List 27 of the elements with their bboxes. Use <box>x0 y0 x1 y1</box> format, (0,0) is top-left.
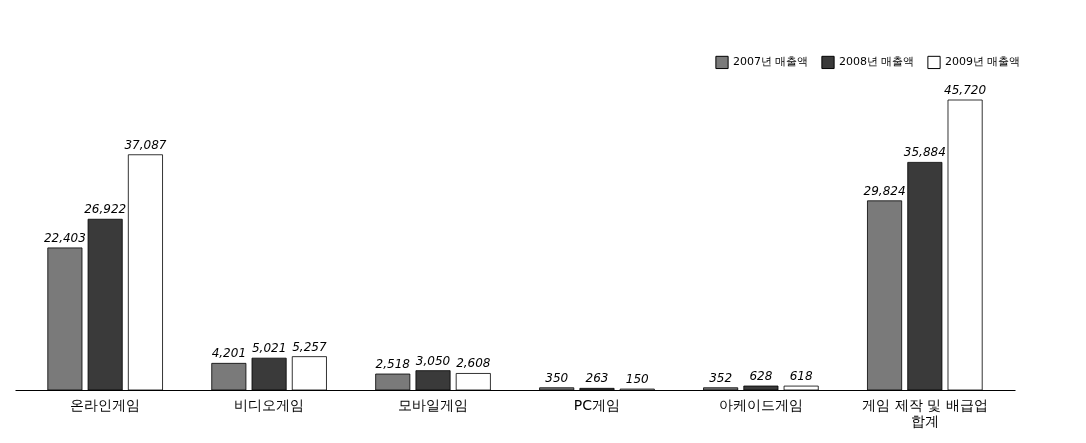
data-label: 29,824 <box>863 183 906 198</box>
legend-label: 2009년 매출액 <box>945 55 1021 69</box>
data-label: 3,050 <box>415 353 451 368</box>
data-label: 5,257 <box>292 339 327 354</box>
data-label: 37,087 <box>124 137 167 152</box>
data-label: 35,884 <box>903 145 946 160</box>
legend-label: 2008년 매출액 <box>839 55 915 69</box>
data-label: 2,518 <box>375 357 411 372</box>
data-label: 352 <box>709 370 733 385</box>
x-tick-label: 비디오게임 <box>234 396 305 413</box>
x-tick-label: 모바일게임 <box>398 396 469 413</box>
data-label: 4,201 <box>211 346 247 361</box>
data-label: 2,608 <box>456 356 491 371</box>
data-label: 150 <box>625 372 650 387</box>
data-label: 26,922 <box>84 202 127 217</box>
data-label: 263 <box>585 371 609 386</box>
data-label: 618 <box>789 369 813 384</box>
data-label: 22,403 <box>43 230 86 245</box>
x-tick-label: 게임 제작 및 배급업 합계 <box>862 396 988 429</box>
legend-label: 2007년 매출액 <box>733 55 809 69</box>
data-label: 628 <box>749 369 773 384</box>
data-label: 350 <box>545 370 569 385</box>
data-label: 5,021 <box>251 341 287 356</box>
x-tick-label: 아케이드게임 <box>718 396 803 413</box>
x-tick-label: 온라인게임 <box>70 396 141 413</box>
x-tick-label: PC게임 <box>573 396 621 413</box>
data-label: 45,720 <box>944 83 987 97</box>
